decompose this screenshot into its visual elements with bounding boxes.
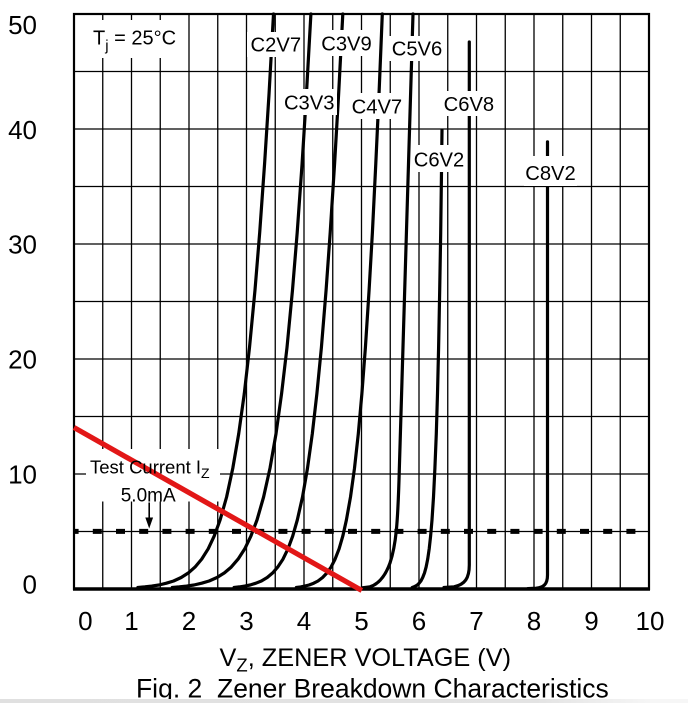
svg-text:C6V8: C6V8 [444, 94, 495, 116]
svg-text:0: 0 [23, 570, 37, 600]
svg-text:3: 3 [239, 606, 253, 636]
svg-text:7: 7 [469, 606, 483, 636]
svg-text:50: 50 [8, 10, 37, 40]
svg-text:Test Current IZ: Test Current IZ [90, 456, 210, 481]
svg-text:1: 1 [124, 606, 138, 636]
svg-text:4: 4 [297, 606, 311, 636]
svg-text:10: 10 [8, 459, 37, 489]
svg-text:Fig. 2 Zener Breakdown Charac: Fig. 2 Zener Breakdown Characteristics [136, 674, 609, 703]
svg-text:20: 20 [8, 345, 37, 375]
svg-text:0: 0 [78, 606, 92, 636]
svg-text:6: 6 [412, 606, 426, 636]
svg-text:C2V7: C2V7 [251, 35, 302, 57]
svg-text:10: 10 [636, 606, 665, 636]
svg-text:5.0mA: 5.0mA [121, 486, 176, 507]
svg-text:C5V6: C5V6 [392, 38, 443, 60]
svg-text:VZ, ZENER VOLTAGE (V): VZ, ZENER VOLTAGE (V) [220, 644, 512, 676]
svg-text:C8V2: C8V2 [525, 163, 576, 185]
svg-text:C6V2: C6V2 [414, 150, 465, 172]
svg-text:C3V3: C3V3 [284, 93, 335, 115]
svg-text:8: 8 [527, 606, 541, 636]
svg-text:9: 9 [584, 606, 598, 636]
svg-text:C4V7: C4V7 [352, 97, 403, 119]
svg-text:C3V9: C3V9 [321, 34, 372, 56]
svg-text:2: 2 [182, 606, 196, 636]
svg-text:30: 30 [8, 230, 37, 260]
svg-text:40: 40 [8, 115, 37, 145]
svg-text:5: 5 [354, 606, 368, 636]
